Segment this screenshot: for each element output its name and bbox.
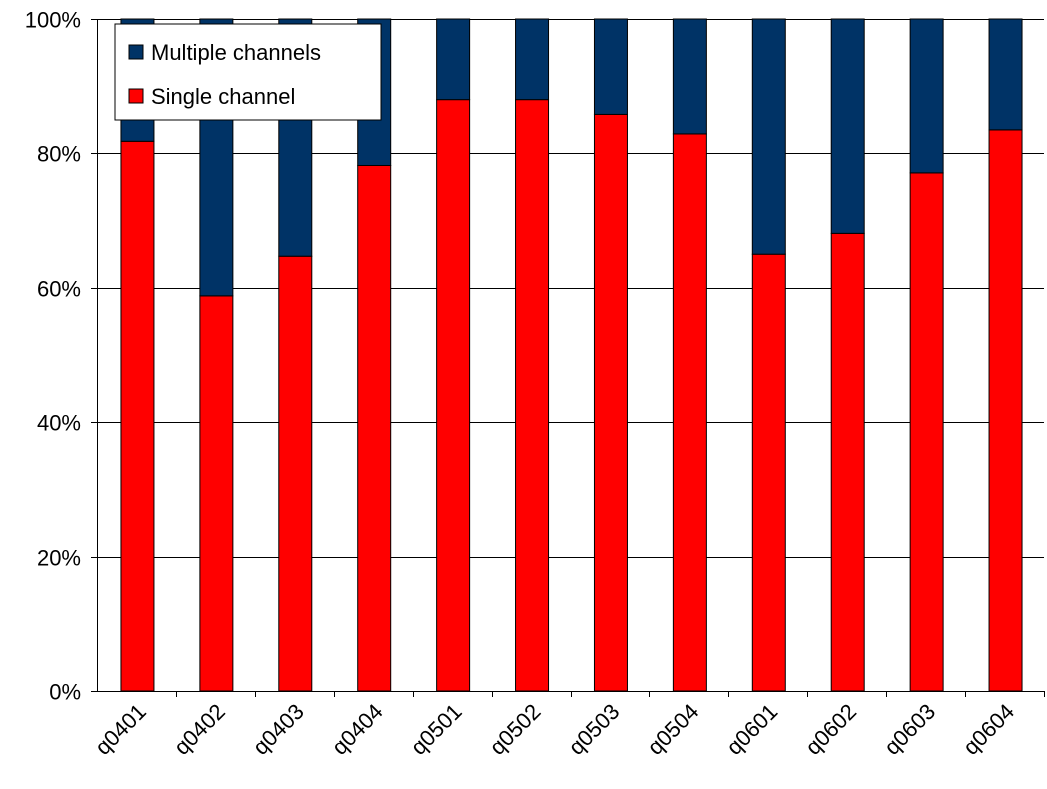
axes [91, 19, 1045, 697]
legend: Multiple channels Single channel [114, 23, 382, 121]
bar-single-channel-q0504 [672, 133, 707, 692]
y-tick-label: 100% [25, 8, 81, 33]
bar-multiple-channels-q0601 [751, 18, 786, 255]
bar-multiple-channels-q0503 [593, 18, 628, 115]
bar-multiple-channels-q0504 [672, 18, 707, 135]
y-tick-label: 20% [37, 546, 81, 571]
x-tick-label: q0401 [90, 699, 151, 760]
legend-swatch-single-channel [128, 88, 144, 104]
bar-single-channel-q0404 [357, 164, 392, 692]
bar-multiple-channels-q0502 [515, 18, 550, 101]
y-tick-label: 0% [49, 680, 81, 705]
bar-single-channel-q0501 [436, 99, 471, 692]
x-tick-label: q0603 [879, 699, 940, 760]
x-tick-label: q0502 [485, 699, 546, 760]
legend-label-multiple-channels: Multiple channels [151, 40, 321, 65]
bar-single-channel-q0601 [751, 253, 786, 692]
x-tick-label: q0501 [406, 699, 467, 760]
y-tick-label: 60% [37, 277, 81, 302]
x-tick-label: q0503 [564, 699, 625, 760]
bar-multiple-channels-q0603 [909, 18, 944, 174]
bar-single-channel-q0402 [199, 295, 234, 692]
y-tick-label: 40% [37, 411, 81, 436]
x-tick-label: q0404 [327, 699, 388, 760]
legend-swatch-multiple-channels [128, 44, 144, 60]
y-tick-labels: 0% 20% 40% 60% 80% 100% [25, 8, 81, 705]
x-tick-label: q0504 [642, 699, 703, 760]
bar-multiple-channels-q0602 [830, 18, 865, 234]
bar-multiple-channels-q0604 [988, 18, 1023, 131]
bar-single-channel-q0603 [909, 172, 944, 692]
legend-label-single-channel: Single channel [151, 84, 295, 109]
x-tick-label: q0403 [248, 699, 309, 760]
bar-multiple-channels-q0501 [436, 18, 471, 101]
x-tick-label: q0402 [169, 699, 230, 760]
legend-box [114, 23, 382, 121]
bar-single-channel-q0401 [120, 140, 155, 692]
x-tick-labels: q0401 q0402 q0403 q0404 q0501 q0502 q0503 q0504… [90, 699, 1019, 760]
bar-single-channel-q0502 [515, 99, 550, 692]
x-tick-label: q0601 [721, 699, 782, 760]
x-tick-label: q0602 [800, 699, 861, 760]
bar-single-channel-q0503 [593, 113, 628, 692]
bar-single-channel-q0602 [830, 232, 865, 692]
y-tick-label: 80% [37, 142, 81, 167]
bar-single-channel-q0403 [278, 255, 313, 692]
x-tick-label: q0604 [958, 699, 1019, 760]
bar-single-channel-q0604 [988, 129, 1023, 692]
